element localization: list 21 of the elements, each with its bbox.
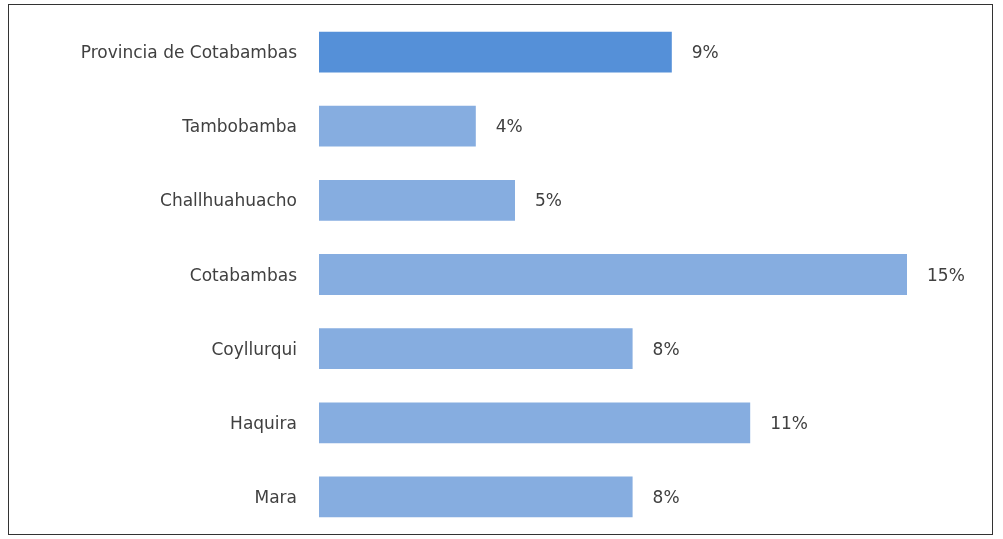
data-label: 4% — [495, 116, 523, 137]
y-tick-label: Tambobamba — [181, 116, 297, 137]
y-tick-label: Challhuahuacho — [160, 190, 297, 211]
bar — [319, 179, 515, 221]
y-tick-label: Haquira — [230, 412, 297, 433]
y-tick-label: Coyllurqui — [211, 338, 297, 359]
y-tick-label: Mara — [254, 486, 297, 507]
y-tick-label: Cotabambas — [189, 264, 298, 285]
data-label: 8% — [652, 338, 680, 359]
data-label: 9% — [691, 42, 719, 63]
bar — [319, 31, 672, 73]
data-label: 11% — [770, 412, 808, 433]
y-tick-label: Provincia de Cotabambas — [80, 42, 298, 63]
bar — [319, 105, 476, 147]
data-label: 15% — [927, 264, 965, 285]
bar — [319, 328, 633, 370]
bar — [319, 254, 907, 295]
data-label: 5% — [535, 190, 562, 211]
bar — [319, 402, 751, 444]
bar — [319, 476, 633, 518]
data-label: 8% — [652, 486, 680, 507]
